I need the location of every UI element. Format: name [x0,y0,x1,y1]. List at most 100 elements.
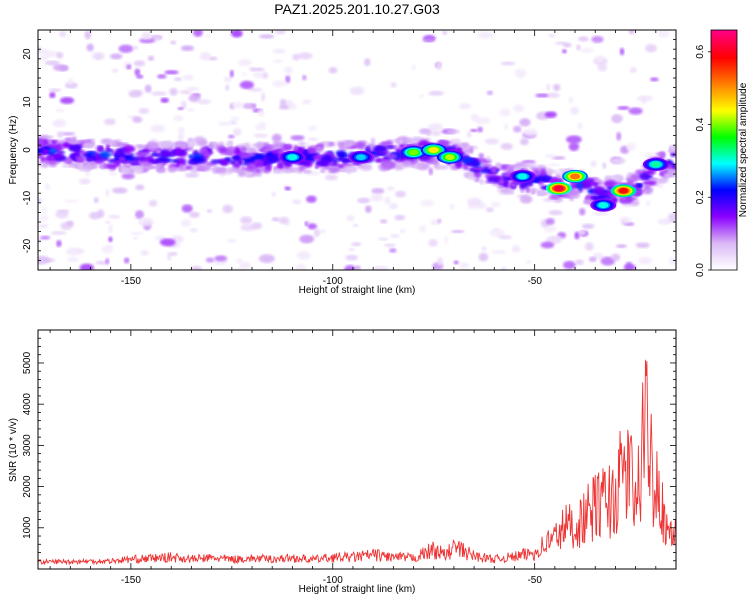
heatmap-cell [519,118,531,127]
colorbar-step [711,104,737,107]
colorbar-step [711,184,737,187]
heatmap-cell [210,141,218,146]
heatmap-cell [484,166,489,171]
colorbar-step [711,88,737,91]
heatmap-cell [152,151,157,156]
heatmap-cell [509,189,515,195]
colorbar-step [711,100,737,103]
heatmap-cell [549,177,558,184]
colorbar-step [711,162,737,165]
colorbar-tick-label: 0.4 [695,117,706,131]
colorbar-step [711,164,737,167]
heatmap-cell [649,77,659,82]
heatmap-cell [313,154,322,161]
heatmap-cell [151,91,167,96]
x-tick-label: -150 [121,276,141,287]
heatmap-cell [473,169,482,175]
colorbar-step [711,232,737,235]
heatmap-cell [290,135,305,141]
heatmap-x-axis: -150 -100 -50 [49,30,677,287]
heatmap-cell [85,156,96,162]
heatmap-cell [108,224,113,234]
heatmap-cell [233,128,242,137]
heatmap-cell [255,159,264,168]
heatmap-hotspot [553,185,564,192]
heatmap-cell [138,155,153,161]
heatmap-cell [284,186,292,191]
heatmap-cell [537,180,545,186]
heatmap-cell [306,195,317,203]
x-tick-label: -50 [527,575,542,586]
colorbar-step [711,140,737,143]
heatmap-cell [182,74,194,81]
heatmap-cell [428,90,444,96]
heatmap-cell [627,179,634,185]
colorbar-step [711,242,737,245]
heatmap-cell [365,205,372,213]
heatmap-cell [628,107,643,115]
heatmap-cell [314,164,320,169]
heatmap-cell [38,48,49,54]
heatmap-cell [437,218,442,224]
heatmap-cell [501,267,507,270]
heatmap-cell [479,177,484,185]
colorbar-step [711,168,737,171]
heatmap-cell [225,84,230,91]
colorbar-step [711,172,737,175]
snr-y-axis-label: SNR (10 * v/v) [8,418,19,482]
heatmap-hotspot [356,154,367,161]
heatmap-cell [52,119,67,128]
heatmap-cell [295,263,307,270]
heatmap-cell [61,132,76,136]
heatmap-cell [141,32,152,40]
colorbar-step [711,228,737,231]
heatmap-cell [593,211,609,216]
heatmap-hotspot [517,173,528,180]
colorbar-step [711,86,737,89]
heatmap-cell [193,30,203,37]
colorbar-step [711,174,737,177]
heatmap-cell [334,157,346,162]
heatmap-cell [250,67,265,72]
heatmap-cell [436,164,449,170]
heatmap-cell [218,121,232,127]
heatmap-cell [442,30,448,36]
snr-panel: -150 -100 -50 1000 2000 3000 4000 5000 Height … [8,329,677,595]
heatmap-cell [513,104,525,113]
x-tick-label: -100 [323,276,343,287]
heatmap-cell [655,152,665,157]
heatmap-cell [231,30,243,38]
heatmap-cell [94,53,103,60]
heatmap-cell [272,80,288,87]
heatmap-cell [171,159,179,163]
heatmap-cell [346,166,352,175]
heatmap-cell [450,229,465,234]
colorbar-step [711,160,737,163]
colorbar-step [711,68,737,71]
heatmap-cell [188,140,197,147]
heatmap-cell [180,45,195,52]
heatmap-cell [643,152,655,158]
heatmap-cell [42,156,56,162]
heatmap-cell [481,163,492,169]
heatmap-cell [136,74,144,79]
heatmap-cell [636,95,653,102]
heatmap-cell [568,142,580,152]
colorbar-step [711,118,737,121]
heatmap-cell [489,228,505,238]
heatmap-cell [566,135,582,144]
heatmap-cell [121,172,135,180]
heatmap-cell [635,183,643,187]
heatmap-cell [399,228,406,234]
colorbar-step [711,138,737,141]
colorbar-step [711,262,737,265]
colorbar-step [711,266,737,269]
heatmap-cell [425,132,432,137]
heatmap-cell [147,141,157,150]
heatmap-cell [548,33,556,38]
heatmap-cell [645,44,657,53]
colorbar-ticks: 0.0 0.2 0.4 0.6 [695,44,711,277]
heatmap-cell [536,191,546,196]
heatmap-cell [197,99,212,105]
heatmap-cell [128,165,143,171]
